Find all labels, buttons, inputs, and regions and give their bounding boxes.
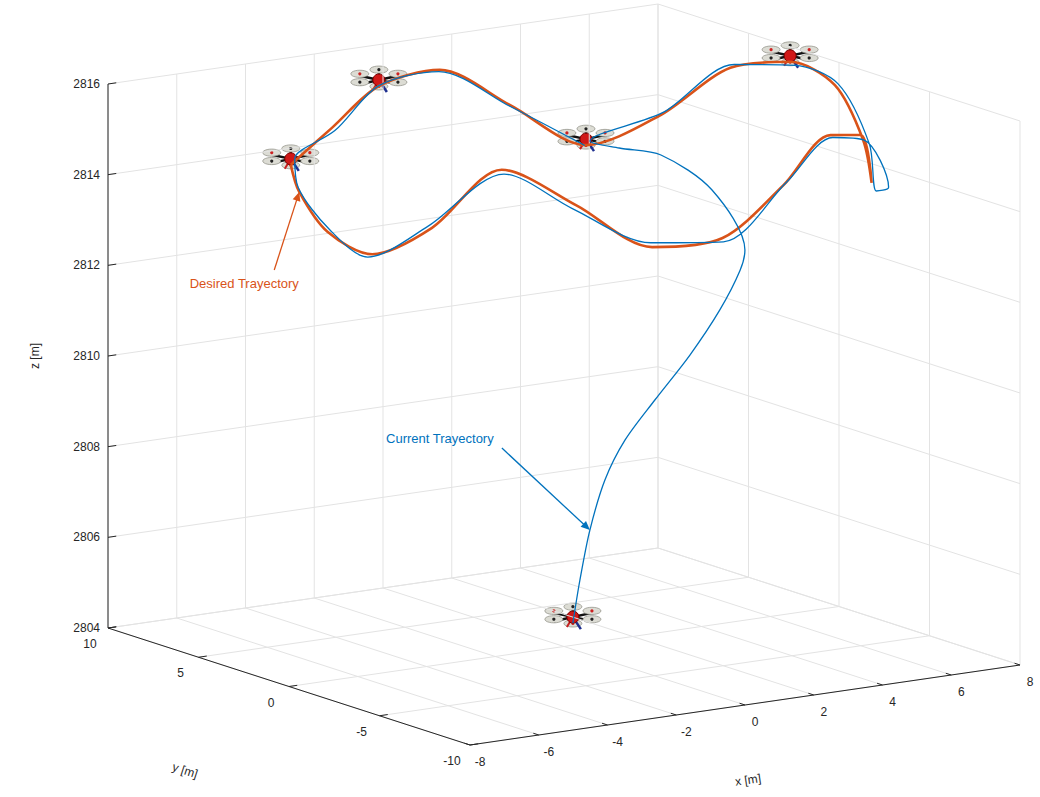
svg-text:-5: -5 [356,725,367,739]
svg-text:z [m]: z [m] [28,343,42,369]
svg-text:-4: -4 [612,735,623,749]
svg-text:Desired Trayectory: Desired Trayectory [190,276,300,291]
svg-text:2816: 2816 [73,77,100,91]
svg-text:10: 10 [83,637,97,651]
svg-text:-2: -2 [681,725,692,739]
svg-text:2814: 2814 [73,168,100,182]
svg-text:-6: -6 [543,745,554,759]
svg-text:x [m]: x [m] [734,771,762,789]
svg-text:2812: 2812 [73,258,100,272]
svg-text:4: 4 [889,695,896,709]
svg-text:2808: 2808 [73,440,100,454]
svg-text:2810: 2810 [73,349,100,363]
svg-text:5: 5 [177,666,184,680]
svg-text:2: 2 [820,705,827,719]
svg-text:0: 0 [752,715,759,729]
svg-text:2804: 2804 [73,621,100,635]
svg-text:2806: 2806 [73,530,100,544]
svg-text:-8: -8 [475,755,486,769]
svg-text:-10: -10 [443,754,461,768]
svg-text:6: 6 [958,685,965,699]
svg-text:Current Trayectory: Current Trayectory [386,431,494,446]
svg-text:y [m]: y [m] [170,760,199,781]
svg-text:8: 8 [1027,675,1034,689]
svg-text:0: 0 [268,696,275,710]
